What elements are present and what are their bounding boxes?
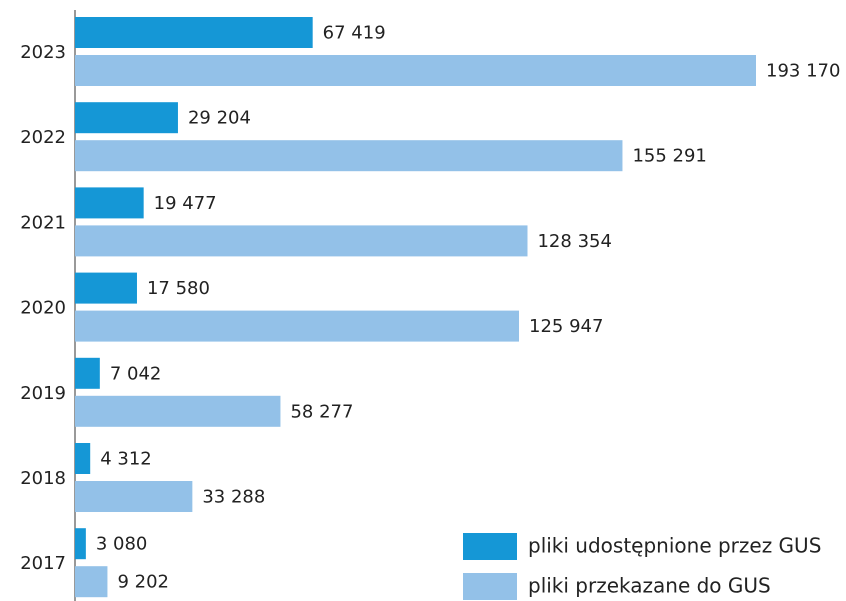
bar xyxy=(75,566,108,598)
value-label: 67 419 xyxy=(323,23,386,44)
value-label: 128 354 xyxy=(537,231,611,252)
value-label: 58 277 xyxy=(290,401,353,422)
bar xyxy=(75,310,520,342)
value-label: 4 312 xyxy=(100,449,152,470)
value-label: 29 204 xyxy=(188,108,251,129)
y-tick-label: 2023 xyxy=(20,42,66,63)
bar xyxy=(75,357,100,389)
value-label: 19 477 xyxy=(154,193,217,214)
legend-label: pliki udostępnione przez GUS xyxy=(528,534,821,558)
bar xyxy=(75,55,756,86)
bar xyxy=(75,187,144,219)
value-label: 9 202 xyxy=(117,572,169,593)
legend-swatch xyxy=(463,573,517,600)
y-tick-label: 2021 xyxy=(20,212,66,233)
y-tick-label: 2018 xyxy=(20,468,66,489)
y-tick-label: 2017 xyxy=(20,553,66,574)
bar xyxy=(75,272,137,304)
bar xyxy=(75,481,193,512)
y-tick-label: 2019 xyxy=(20,383,66,404)
value-label: 155 291 xyxy=(632,146,706,167)
bar xyxy=(75,102,178,134)
bar xyxy=(75,443,91,474)
bar xyxy=(75,140,623,172)
legend-swatch xyxy=(463,533,517,560)
bar xyxy=(75,17,313,48)
y-tick-label: 2022 xyxy=(20,127,66,148)
bar xyxy=(75,225,528,257)
value-label: 125 947 xyxy=(529,316,603,337)
bar xyxy=(75,395,281,427)
bar xyxy=(75,528,86,560)
value-label: 193 170 xyxy=(766,61,840,82)
legend-label: pliki przekazane do GUS xyxy=(528,574,771,598)
value-label: 3 080 xyxy=(96,534,148,555)
value-label: 7 042 xyxy=(110,363,162,384)
y-tick-label: 2020 xyxy=(20,298,66,319)
value-label: 17 580 xyxy=(147,278,210,299)
value-label: 33 288 xyxy=(202,487,265,508)
